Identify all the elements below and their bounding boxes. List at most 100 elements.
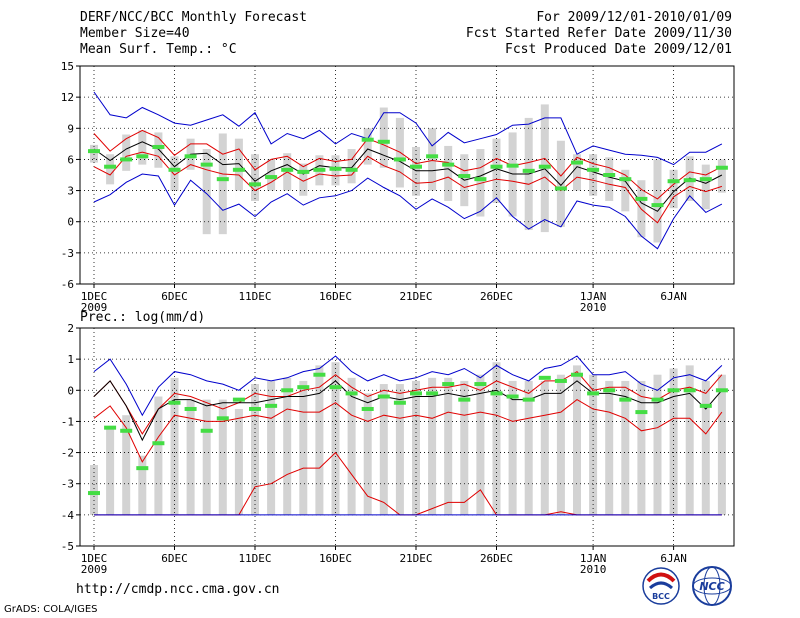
observed-marker bbox=[603, 388, 616, 393]
x-tick-year-label: 2009 bbox=[81, 301, 108, 314]
y-tick-label: 15 bbox=[61, 60, 74, 73]
y-tick-label: 0 bbox=[67, 216, 74, 229]
ensemble-box bbox=[138, 455, 147, 515]
ensemble-box bbox=[717, 159, 726, 193]
ensemble-box bbox=[540, 380, 549, 515]
ensemble-box bbox=[412, 146, 420, 196]
ensemble-box bbox=[508, 380, 517, 515]
observed-marker bbox=[345, 167, 358, 172]
observed-marker bbox=[281, 167, 294, 172]
ensemble-box bbox=[267, 159, 276, 191]
ensemble-box bbox=[412, 380, 420, 515]
grads-credit: GrADS: COLA/IGES bbox=[4, 604, 98, 615]
ensemble-box bbox=[202, 399, 211, 515]
observed-marker bbox=[136, 154, 149, 159]
observed-marker bbox=[152, 441, 165, 446]
ensemble-box bbox=[154, 396, 163, 515]
observed-marker bbox=[168, 400, 181, 405]
observed-marker bbox=[715, 165, 728, 170]
observed-marker bbox=[313, 167, 326, 172]
source-url[interactable]: http://cmdp.ncc.cma.gov.cn bbox=[76, 582, 280, 597]
y-tick-label: 6 bbox=[67, 153, 74, 166]
y-tick-label: -6 bbox=[61, 278, 74, 291]
observed-marker bbox=[474, 382, 487, 387]
x-tick-label: 21DEC bbox=[399, 290, 432, 303]
ensemble-box bbox=[605, 380, 614, 515]
ncc-logo-text: NCC bbox=[699, 580, 724, 593]
observed-marker bbox=[377, 394, 390, 399]
y-tick-label: -1 bbox=[61, 415, 74, 428]
observed-marker bbox=[458, 174, 471, 179]
observed-marker bbox=[474, 177, 487, 182]
series-ensemble-mean bbox=[93, 141, 723, 212]
precip-panel-label: Prec.: log(mm/d) bbox=[80, 310, 205, 325]
observed-marker bbox=[506, 394, 519, 399]
observed-marker bbox=[619, 397, 632, 402]
ensemble-box bbox=[556, 140, 565, 227]
ensemble-box bbox=[444, 377, 453, 515]
series-ensemble-max bbox=[93, 91, 723, 166]
observed-marker bbox=[184, 406, 197, 411]
observed-marker bbox=[506, 163, 519, 168]
observed-marker bbox=[571, 160, 583, 165]
observed-marker bbox=[249, 182, 261, 187]
ensemble-box bbox=[605, 157, 614, 201]
ensemble-box bbox=[653, 159, 662, 243]
observed-marker bbox=[265, 175, 278, 180]
series-ensemble-min bbox=[93, 173, 723, 250]
ensemble-box bbox=[106, 154, 115, 185]
plot-frame bbox=[79, 65, 735, 285]
x-tick-year-label: 2010 bbox=[580, 301, 607, 314]
ensemble-box bbox=[379, 107, 388, 168]
x-tick-label: 16DEC bbox=[319, 290, 352, 303]
observed-marker bbox=[329, 166, 342, 171]
observed-marker bbox=[232, 397, 245, 402]
ensemble-box bbox=[331, 362, 340, 515]
series-ensemble-max bbox=[93, 355, 723, 417]
observed-marker bbox=[554, 378, 567, 383]
header-right: For 2009/12/01-2010/01/09 Fcst Started Re… bbox=[466, 10, 732, 58]
x-tick-label: 1DEC bbox=[81, 290, 108, 303]
ensemble-box bbox=[347, 149, 356, 184]
ensemble-box bbox=[717, 374, 726, 515]
observed-marker bbox=[458, 397, 471, 402]
ensemble-box bbox=[315, 365, 324, 515]
x-tick-label: 6DEC bbox=[161, 290, 188, 303]
observed-marker bbox=[683, 388, 696, 393]
observed-marker bbox=[715, 388, 728, 393]
ensemble-box bbox=[170, 377, 179, 515]
ensemble-box bbox=[251, 154, 259, 201]
observed-marker bbox=[635, 196, 648, 201]
ensemble-box bbox=[90, 144, 98, 163]
observed-marker bbox=[538, 164, 551, 169]
ensemble-box bbox=[476, 374, 485, 515]
series-upper-spread bbox=[93, 129, 723, 200]
observed-marker bbox=[635, 410, 648, 415]
observed-marker bbox=[297, 385, 310, 390]
observed-marker bbox=[490, 164, 503, 169]
header-left: DERF/NCC/BCC Monthly Forecast Member Size… bbox=[80, 10, 307, 58]
observed-marker bbox=[522, 397, 535, 402]
observed-marker bbox=[699, 177, 712, 182]
ensemble-box bbox=[637, 380, 646, 515]
y-tick-label: -3 bbox=[61, 478, 74, 491]
observed-marker bbox=[232, 167, 245, 172]
ensemble-box bbox=[573, 365, 581, 515]
observed-marker bbox=[249, 406, 261, 411]
observed-marker bbox=[168, 167, 181, 172]
observed-marker bbox=[651, 203, 664, 208]
observed-marker bbox=[216, 177, 229, 182]
ensemble-box bbox=[267, 380, 276, 515]
y-tick-label: 12 bbox=[61, 91, 74, 104]
ensemble-box bbox=[556, 374, 565, 515]
ensemble-box bbox=[170, 156, 179, 191]
ensemble-box bbox=[122, 134, 131, 171]
ensemble-box bbox=[154, 132, 163, 168]
produced-date: Fcst Produced Date 2009/12/01 bbox=[505, 42, 732, 57]
observed-marker bbox=[587, 167, 600, 172]
ensemble-box bbox=[460, 380, 469, 515]
observed-marker bbox=[393, 400, 406, 405]
ensemble-box bbox=[106, 427, 115, 515]
